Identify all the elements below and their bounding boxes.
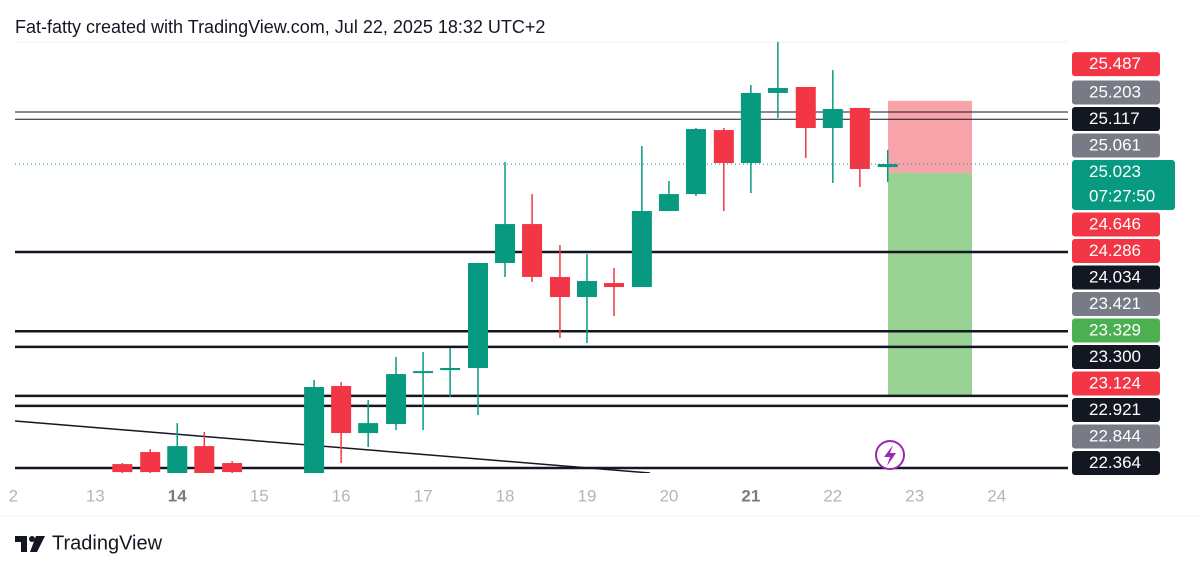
logo-part: [29, 536, 35, 542]
x-tick-label: 13: [86, 486, 105, 505]
x-tick-label: 19: [578, 486, 597, 505]
price-label: 24.286: [1089, 241, 1141, 260]
price-label-bg: [1072, 212, 1160, 237]
candle-body: [849, 107, 870, 169]
x-tick-label: 17: [414, 486, 433, 505]
price-label-bg: [1072, 239, 1160, 263]
price-label: 22.921: [1089, 400, 1141, 419]
price-label: 23.124: [1089, 373, 1141, 392]
x-tick-label: 24: [987, 486, 1006, 505]
price-label-bg: [1072, 318, 1160, 343]
candle-body: [740, 92, 761, 164]
price-label-bg: [1072, 345, 1160, 369]
price-label-bg: [1072, 133, 1160, 158]
price-label: 24.034: [1089, 267, 1141, 286]
candle-body: [822, 108, 843, 128]
candle-body: [440, 367, 461, 371]
candle-body: [222, 463, 243, 473]
alert-icon: [875, 440, 905, 470]
price-label-bg: [1072, 424, 1160, 449]
candle-body: [713, 130, 734, 164]
price-label: 25.203: [1089, 82, 1141, 101]
x-tick-label: 20: [659, 486, 678, 505]
candle-body: [167, 446, 188, 473]
price-label-bg: [1072, 52, 1160, 77]
price-label: 25.061: [1089, 135, 1141, 154]
candle-body: [877, 164, 898, 168]
price-label: 25.487: [1089, 54, 1141, 73]
plot-area: [15, 42, 1068, 473]
price-label-bg: [1072, 160, 1175, 210]
candle-body: [795, 87, 816, 128]
candle-body: [304, 387, 325, 473]
logo-part: [15, 536, 27, 552]
candle-body: [386, 374, 407, 424]
candle-body: [767, 88, 788, 93]
candle-body: [467, 262, 488, 368]
x-tick-label: 21: [741, 486, 760, 505]
brand-logo: [15, 536, 45, 552]
price-label: 24.646: [1089, 214, 1141, 233]
price-label-bg: [1072, 265, 1160, 290]
price-label-bg: [1072, 80, 1160, 105]
position-profit: [888, 172, 972, 396]
candle-body: [685, 129, 706, 195]
trend-line: [15, 420, 651, 473]
candle-body: [331, 385, 352, 434]
candle-body: [522, 224, 543, 277]
candle-body: [495, 224, 516, 263]
candle-body: [549, 276, 570, 298]
candle-body: [576, 280, 597, 298]
candle-body: [194, 446, 215, 473]
price-label: 23.421: [1089, 294, 1141, 313]
candle-body: [140, 452, 161, 473]
candle-body: [413, 371, 434, 374]
x-tick-label: 16: [332, 486, 351, 505]
price-label-bg: [1072, 398, 1160, 422]
price-label: 25.023: [1089, 162, 1141, 181]
candle-body: [358, 423, 379, 434]
price-label: 22.364: [1089, 453, 1141, 472]
price-label-bg: [1072, 451, 1160, 475]
x-tick-label: 2: [9, 486, 18, 505]
price-label: 25.117: [1089, 109, 1140, 128]
x-tick-label: 23: [905, 486, 924, 505]
candle-body: [631, 211, 652, 288]
logo-part: [30, 536, 45, 552]
price-label-bg: [1072, 292, 1160, 316]
x-tick-label: 14: [168, 486, 187, 505]
price-label-bg: [1072, 107, 1160, 131]
chart-title: Fat-fatty created with TradingView.com, …: [15, 17, 545, 37]
position-loss: [888, 100, 972, 173]
price-label-bg: [1072, 371, 1160, 396]
price-label: 23.300: [1089, 347, 1141, 366]
brand: TradingView: [52, 532, 163, 554]
candle-body: [658, 194, 679, 212]
x-tick-label: 15: [250, 486, 269, 505]
x-tick-label: 22: [823, 486, 842, 505]
alert-bolt: [884, 445, 896, 466]
price-label: 23.329: [1089, 320, 1141, 339]
candle-body: [604, 283, 625, 288]
price-label: 22.844: [1089, 426, 1141, 445]
candle-body: [112, 464, 133, 473]
x-tick-label: 18: [496, 486, 515, 505]
countdown: 07:27:50: [1089, 186, 1155, 205]
